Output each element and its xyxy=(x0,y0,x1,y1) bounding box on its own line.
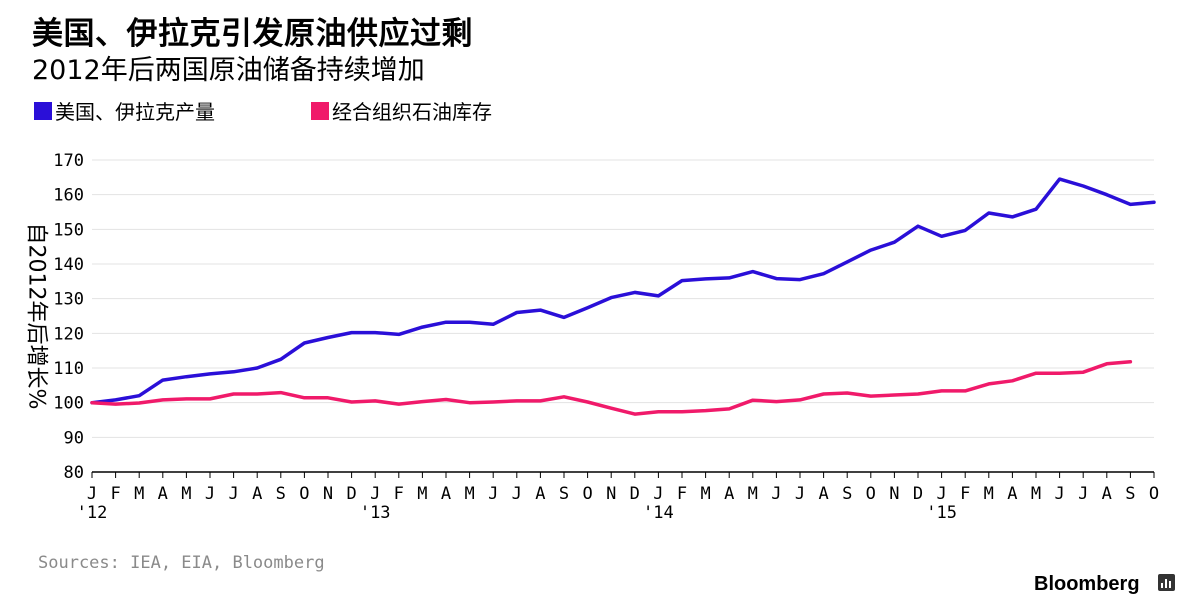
x-tick-label: M xyxy=(984,484,994,504)
x-tick-label: S xyxy=(842,484,852,504)
series-line-0 xyxy=(90,177,1156,405)
x-tick-label: A xyxy=(441,484,451,504)
y-tick-label: 80 xyxy=(64,463,84,483)
x-tick-label: A xyxy=(1007,484,1017,504)
legend-label-production: 美国、伊拉克产量 xyxy=(55,100,215,124)
x-year-label: '12 xyxy=(77,503,108,523)
x-tick-label: O xyxy=(866,484,876,504)
x-tick-label: J xyxy=(795,484,805,504)
gridlines xyxy=(92,159,1154,438)
x-tick-label: A xyxy=(724,484,734,504)
chart-title: 美国、伊拉克引发原油供应过剩 xyxy=(32,16,473,52)
x-tick-label: O xyxy=(582,484,592,504)
x-tick-label: J xyxy=(228,484,238,504)
x-tick-label: F xyxy=(394,484,404,504)
y-tick-label: 140 xyxy=(53,255,84,275)
y-tick-label: 170 xyxy=(53,151,84,171)
legend-label-inventory: 经合组织石油库存 xyxy=(332,100,492,124)
y-axis-title: 自2012年后增长% xyxy=(24,223,49,410)
x-tick-label: J xyxy=(771,484,781,504)
x-tick-label: M xyxy=(417,484,427,504)
x-tick-label: F xyxy=(110,484,120,504)
x-tick-label: D xyxy=(346,484,356,504)
x-tick-label: S xyxy=(276,484,286,504)
x-tick-label: M xyxy=(134,484,144,504)
y-tick-label: 120 xyxy=(53,324,84,344)
x-tick-label: M xyxy=(181,484,191,504)
legend-item-production: 美国、伊拉克产量 xyxy=(34,96,215,125)
x-tick-label: D xyxy=(913,484,923,504)
x-tick-label: J xyxy=(488,484,498,504)
x-tick-label: J xyxy=(653,484,663,504)
x-tick-label: F xyxy=(960,484,970,504)
x-tick-label: M xyxy=(700,484,710,504)
x-tick-label: S xyxy=(1125,484,1135,504)
series-line-1 xyxy=(90,360,1133,416)
x-tick-label: N xyxy=(323,484,333,504)
series-lines xyxy=(90,177,1156,416)
x-tick-label: J xyxy=(370,484,380,504)
legend-swatch-inventory xyxy=(311,101,329,120)
chart-subtitle: 2012年后两国原油储备持续增加 xyxy=(32,55,425,86)
x-tick-label: J xyxy=(87,484,97,504)
y-tick-label: 130 xyxy=(53,290,84,310)
x-year-label: '15 xyxy=(926,503,957,523)
y-tick-label: 110 xyxy=(53,359,84,379)
source-note: Sources: IEA, EIA, Bloomberg xyxy=(38,553,325,573)
y-tick-label: 100 xyxy=(53,394,84,414)
x-tick-label: A xyxy=(535,484,545,504)
bloomberg-terminal-icon xyxy=(1158,574,1175,591)
x-tick-label: N xyxy=(606,484,616,504)
x-tick-label: J xyxy=(205,484,215,504)
x-tick-label: M xyxy=(1031,484,1041,504)
legend-item-inventory: 经合组织石油库存 xyxy=(311,96,492,125)
x-tick-label: J xyxy=(512,484,522,504)
x-year-label: '13 xyxy=(360,503,391,523)
legend-swatch-production xyxy=(34,101,52,120)
x-tick-label: O xyxy=(1149,484,1159,504)
x-tick-label: F xyxy=(677,484,687,504)
x-tick-label: J xyxy=(936,484,946,504)
x-tick-label: A xyxy=(1102,484,1112,504)
x-tick-label: M xyxy=(464,484,474,504)
y-tick-label: 150 xyxy=(53,220,84,240)
x-tick-label: J xyxy=(1054,484,1064,504)
x-tick-label: N xyxy=(889,484,899,504)
y-axis-ticks: 80 90 100 110 120 130 140 150 160 170 xyxy=(53,151,84,483)
x-year-label: '14 xyxy=(643,503,674,523)
y-tick-label: 90 xyxy=(64,428,84,448)
x-tick-label: S xyxy=(559,484,569,504)
x-tick-label: J xyxy=(1078,484,1088,504)
y-tick-label: 160 xyxy=(53,186,84,206)
brand-logo: Bloomberg xyxy=(1034,573,1140,595)
x-tick-label: A xyxy=(818,484,828,504)
x-tick-label: A xyxy=(158,484,168,504)
x-tick-label: O xyxy=(299,484,309,504)
x-tick-label: A xyxy=(252,484,262,504)
x-tick-label: M xyxy=(748,484,758,504)
x-tick-label: D xyxy=(630,484,640,504)
